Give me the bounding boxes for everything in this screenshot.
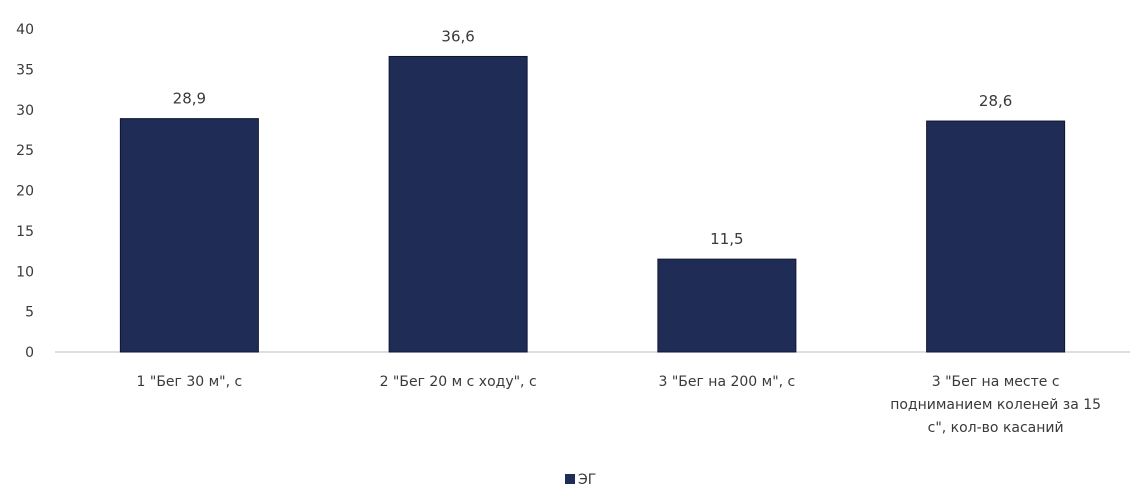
bars <box>119 55 1066 353</box>
x-tick-label: 3 "Бег на 200 м", с <box>658 374 795 390</box>
x-tick-label: 3 "Бег на месте с <box>932 374 1060 390</box>
bar <box>926 120 1066 353</box>
data-label: 36,6 <box>441 27 474 45</box>
x-tick-label: 2 "Бег 20 м с ходу", с <box>380 374 537 390</box>
y-axis: 0 5 10 15 20 25 30 35 40 <box>16 22 34 361</box>
y-tick-label: 10 <box>16 264 34 280</box>
x-tick-label: с", кол-во касаний <box>928 420 1064 436</box>
y-tick-label: 15 <box>16 224 34 240</box>
y-tick-label: 0 <box>25 345 34 361</box>
data-label: 11,5 <box>710 230 743 248</box>
y-tick-label: 40 <box>16 22 34 38</box>
bar <box>119 118 259 353</box>
legend: ЭГ <box>565 472 596 488</box>
legend-label: ЭГ <box>578 472 596 488</box>
y-tick-label: 20 <box>16 184 34 200</box>
y-tick-label: 25 <box>16 143 34 159</box>
y-tick-label: 30 <box>16 103 34 119</box>
bar <box>657 258 797 353</box>
data-label: 28,6 <box>979 92 1012 110</box>
legend-swatch <box>565 474 575 484</box>
x-axis: 1 "Бег 30 м", с 2 "Бег 20 м с ходу", с 3 "… <box>55 351 1130 436</box>
x-tick-label: подниманием коленей за 15 <box>890 397 1101 413</box>
bar <box>388 55 528 353</box>
y-tick-label: 35 <box>16 62 34 78</box>
data-labels: 28,9 36,6 11,5 28,6 <box>173 27 1013 248</box>
x-tick-label: 1 "Бег 30 м", с <box>137 374 243 390</box>
data-label: 28,9 <box>173 90 206 108</box>
y-tick-label: 5 <box>25 305 34 321</box>
